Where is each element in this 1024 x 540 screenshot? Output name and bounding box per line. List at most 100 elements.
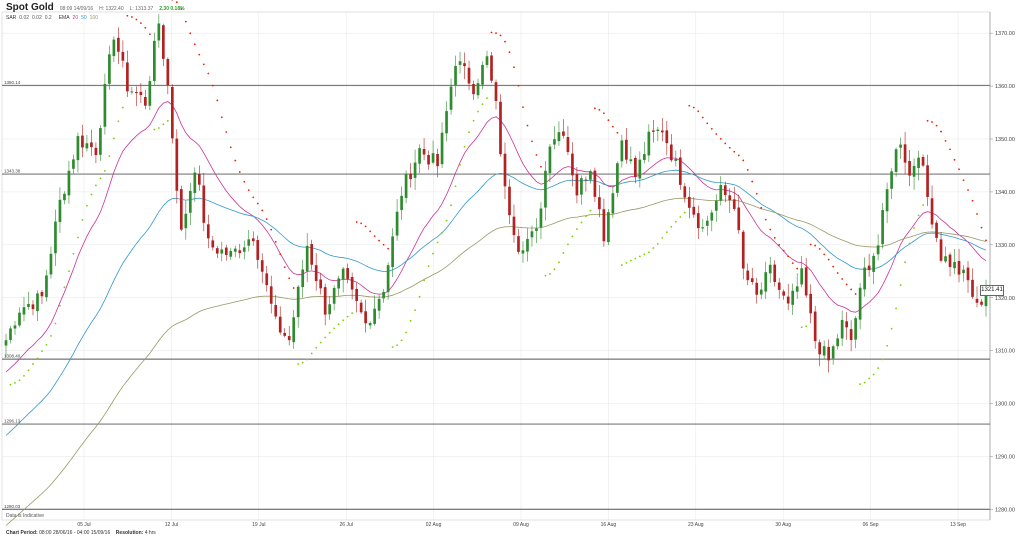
sar-dot-down: [175, 1, 178, 4]
sar-dot-down: [198, 53, 201, 56]
candle-down: [746, 270, 750, 281]
sar-dot-down: [126, 14, 129, 17]
candle-up: [108, 54, 111, 84]
candle-down: [786, 296, 790, 304]
sar-dot-up: [441, 231, 443, 234]
sar-dot-up: [99, 177, 102, 180]
candle-down: [634, 157, 637, 177]
sar-dot-up: [463, 145, 466, 148]
sar-dot-down: [504, 40, 506, 43]
sar-dot-up: [63, 286, 66, 289]
candle-up: [148, 81, 152, 106]
sar-dot-down: [270, 228, 273, 231]
sar-dot-up: [544, 274, 547, 277]
sar-dot-down: [814, 244, 817, 247]
chart-header: Spot Gold 08:09 14/09/16 H: 1322.40 L: 1…: [6, 2, 306, 32]
sar-dot-down: [935, 124, 938, 127]
candle-down: [804, 267, 808, 296]
sar-dot-down: [710, 127, 713, 130]
candle-up: [899, 144, 902, 148]
sar-dot-down: [378, 239, 381, 242]
level-label: 1308.40: [4, 354, 21, 359]
candle-down: [215, 248, 219, 254]
sar-dot-up: [301, 361, 304, 364]
candle-down: [364, 311, 367, 324]
sar-dot-up: [549, 272, 551, 275]
candle-down: [238, 250, 242, 254]
candle-down: [436, 153, 439, 167]
candle-up: [526, 238, 529, 252]
candle-down: [921, 157, 925, 166]
sar-dot-down: [490, 31, 493, 34]
sar-dot-down: [971, 199, 974, 202]
sar-dot-up: [50, 334, 52, 337]
sar-dot-up: [652, 247, 655, 249]
candle-down: [948, 254, 952, 267]
sar-dot-up: [805, 325, 808, 328]
x-tick-label: 19 Jul: [252, 522, 265, 528]
candle-down: [265, 273, 269, 286]
sar-dot-down: [499, 34, 502, 37]
candle-up: [386, 265, 390, 293]
candle-down: [678, 157, 682, 185]
sar-dot-down: [193, 43, 196, 46]
sar-dot-down: [746, 169, 749, 171]
candle-up: [714, 200, 718, 211]
candle-up: [800, 268, 804, 285]
candle-up: [616, 163, 619, 193]
candle-up: [611, 193, 615, 214]
period-label: Chart Period:: [6, 530, 38, 536]
sar-dot-up: [27, 369, 30, 372]
candle-up: [701, 227, 705, 229]
sar-dot-up: [319, 341, 322, 344]
candle-down: [144, 96, 147, 106]
candle-down: [126, 62, 129, 92]
candle-up: [912, 165, 916, 177]
x-tick-label: 05 Jul: [77, 522, 90, 528]
sar-dot-down: [949, 148, 951, 151]
ema-label[interactable]: EMA: [58, 15, 70, 21]
ema-param-1: 20: [72, 15, 79, 21]
sar-dot-down: [719, 137, 722, 140]
candle-down: [665, 130, 669, 144]
candle-down: [427, 155, 430, 165]
sar-label[interactable]: SAR: [6, 15, 17, 21]
data-indicative-note: Data is Indicative: [6, 513, 45, 519]
candle-up: [382, 291, 385, 299]
sar-dot-up: [634, 257, 637, 260]
candle-up: [332, 287, 336, 304]
sar-dot-down: [697, 110, 700, 113]
candle-down: [283, 332, 287, 336]
sar-dot-down: [535, 154, 538, 156]
candle-up: [85, 143, 89, 149]
sar-dot-up: [625, 261, 628, 264]
level-label: 1280.03: [4, 504, 21, 509]
candle-down: [139, 91, 143, 96]
sar-dot-down: [827, 258, 830, 261]
sar-dot-down: [787, 255, 790, 258]
ema-50-line: [5, 169, 987, 436]
x-tick-label: 12 Jul: [165, 522, 178, 528]
sar-dot-up: [908, 242, 911, 245]
sar-dot-up: [315, 346, 318, 349]
candle-down: [170, 86, 174, 139]
header-low: L: 1313.37: [129, 6, 154, 12]
candle-down: [319, 279, 323, 289]
sar-dot-down: [823, 253, 826, 256]
current-price-tag: 1321.41: [980, 285, 1004, 297]
candle-up: [629, 159, 633, 162]
candle-up: [67, 170, 71, 196]
candle-up: [557, 132, 561, 142]
sar-dot-up: [108, 155, 111, 158]
candle-up: [768, 264, 772, 274]
candle-down: [971, 279, 974, 297]
sar-dot-up: [418, 295, 421, 298]
candle-up: [705, 220, 709, 226]
candle-up: [544, 170, 547, 208]
candle-down: [651, 130, 655, 132]
ema-param-3: 100: [89, 15, 99, 21]
candle-down: [598, 197, 601, 210]
x-tick-label: 02 Aug: [426, 522, 442, 528]
sar-dot-up: [32, 363, 34, 365]
